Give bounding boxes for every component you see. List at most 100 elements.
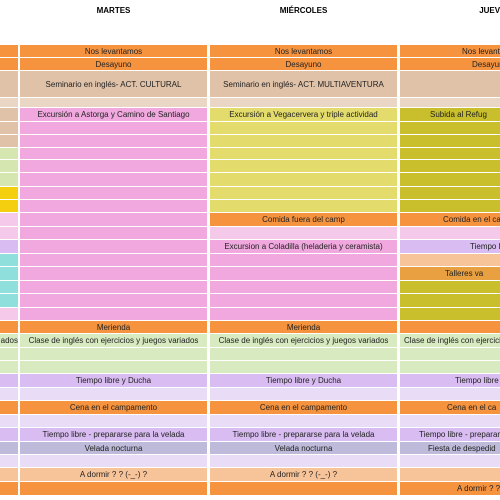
schedule-cell: Tiempo libre y Ducha (210, 374, 397, 387)
schedule-cell (400, 294, 500, 307)
schedule-cell (20, 254, 207, 266)
schedule-cell (210, 187, 397, 199)
schedule-cell (210, 281, 397, 293)
schedule-cell: Desayuno (20, 58, 207, 70)
schedule-cell (20, 308, 207, 320)
schedule-cell (0, 496, 18, 499)
schedule-cell (0, 374, 18, 387)
schedule-cell (0, 321, 18, 333)
schedule-cell (0, 58, 18, 70)
schedule-cell: Clase de inglés con ejercicios y juegos … (20, 334, 207, 347)
schedule-cell (0, 227, 18, 239)
schedule-cell (400, 148, 500, 159)
schedule-cell (400, 308, 500, 320)
schedule-cell (20, 160, 207, 172)
schedule-cell: Comida fuera del camp (210, 213, 397, 226)
schedule-cell (0, 200, 18, 212)
schedule-cell (0, 361, 18, 373)
column-header: MIÉRCOLES (279, 6, 328, 15)
schedule-cell: Cena en el campamento (20, 401, 207, 414)
schedule-cell: Merienda (20, 321, 207, 333)
schedule-cell: Velada nocturna (210, 442, 397, 454)
schedule-cell (400, 254, 500, 266)
schedule-cell: Seminario en inglés- ACT. CULTURAL (20, 71, 207, 97)
schedule-cell: A dormir ? ? (-_-) ? (210, 468, 397, 481)
schedule-cell (20, 187, 207, 199)
schedule-cell: Cena en el ca (400, 401, 500, 414)
schedule-cell (20, 455, 207, 467)
schedule-cell (400, 281, 500, 293)
schedule-cell (0, 294, 18, 307)
schedule-cell (400, 98, 500, 107)
schedule-cell (400, 321, 500, 333)
schedule-cell: Tiempo libre y Ducha (20, 374, 207, 387)
schedule-cell (210, 496, 397, 499)
schedule-cell (0, 442, 18, 454)
schedule-cell: A dormir ? ? (-_-) ? (400, 482, 500, 495)
schedule-cell (0, 348, 18, 360)
schedule-cell (20, 415, 207, 427)
schedule-cell (0, 135, 18, 147)
schedule-cell (400, 200, 500, 212)
schedule-cell (210, 98, 397, 107)
schedule-cell (210, 254, 397, 266)
schedule-cell: Velada nocturna (20, 442, 207, 454)
schedule-cell: Excursion a Coladilla (heladeria y ceram… (210, 240, 397, 253)
schedule-cell (0, 213, 18, 226)
schedule-cell (0, 108, 18, 121)
schedule-cell (210, 227, 397, 239)
schedule-cell: Desayuno (400, 58, 500, 70)
schedule-cell: Nos levantamos (400, 45, 500, 57)
schedule-cell (20, 482, 207, 495)
schedule-cell (20, 294, 207, 307)
schedule-cell (20, 227, 207, 239)
schedule-cell (400, 135, 500, 147)
schedule-cell (0, 71, 18, 97)
schedule-cell: A dormir ? ? (-_-) ? (20, 468, 207, 481)
schedule-cell (0, 281, 18, 293)
schedule-cell (0, 173, 18, 186)
schedule-cell (210, 455, 397, 467)
schedule-cell (400, 468, 500, 481)
column-header: MARTES (96, 6, 131, 15)
schedule-cell (0, 45, 18, 57)
schedule-cell: Nos levantamos (210, 45, 397, 57)
schedule-cell (0, 148, 18, 159)
schedule-cell (400, 415, 500, 427)
schedule-cell (400, 388, 500, 400)
schedule-cell: ados (0, 334, 18, 347)
schedule-cell: Tiempo l (400, 240, 500, 253)
schedule-cell (210, 200, 397, 212)
schedule-cell (400, 122, 500, 134)
schedule-cell (0, 240, 18, 253)
schedule-cell (400, 361, 500, 373)
schedule-cell (400, 187, 500, 199)
schedule-cell (20, 496, 207, 499)
schedule-cell: Clase de inglés con ejercicios y juegos … (400, 334, 500, 347)
schedule-cell (210, 173, 397, 186)
schedule-cell (210, 267, 397, 280)
schedule-cell: Desayuno (210, 58, 397, 70)
schedule-cell (20, 98, 207, 107)
schedule-cell (210, 388, 397, 400)
schedule-cell: Seminario en inglés- ACT. MULTIAVENTURA (210, 71, 397, 97)
schedule-cell (210, 148, 397, 159)
schedule-cell (400, 71, 500, 97)
schedule-cell: Subida al Refug (400, 108, 500, 121)
schedule-cell: Cena en el campamento (210, 401, 397, 414)
schedule-cell: Tiempo libre (400, 374, 500, 387)
schedule-cell (20, 213, 207, 226)
schedule-cell: Excursión a Vegacervera y triple activid… (210, 108, 397, 121)
schedule-cell (20, 173, 207, 186)
schedule-cell (0, 468, 18, 481)
schedule-cell (20, 240, 207, 253)
schedule-cell: Tiempo libre - prepararse para la velada (20, 428, 207, 441)
schedule-cell (20, 135, 207, 147)
schedule-cell (0, 401, 18, 414)
schedule-cell: Talleres va (400, 267, 500, 280)
schedule-cell: Clase de inglés con ejercicios y juegos … (210, 334, 397, 347)
schedule-cell (210, 122, 397, 134)
schedule-cell (20, 348, 207, 360)
schedule-cell (400, 455, 500, 467)
